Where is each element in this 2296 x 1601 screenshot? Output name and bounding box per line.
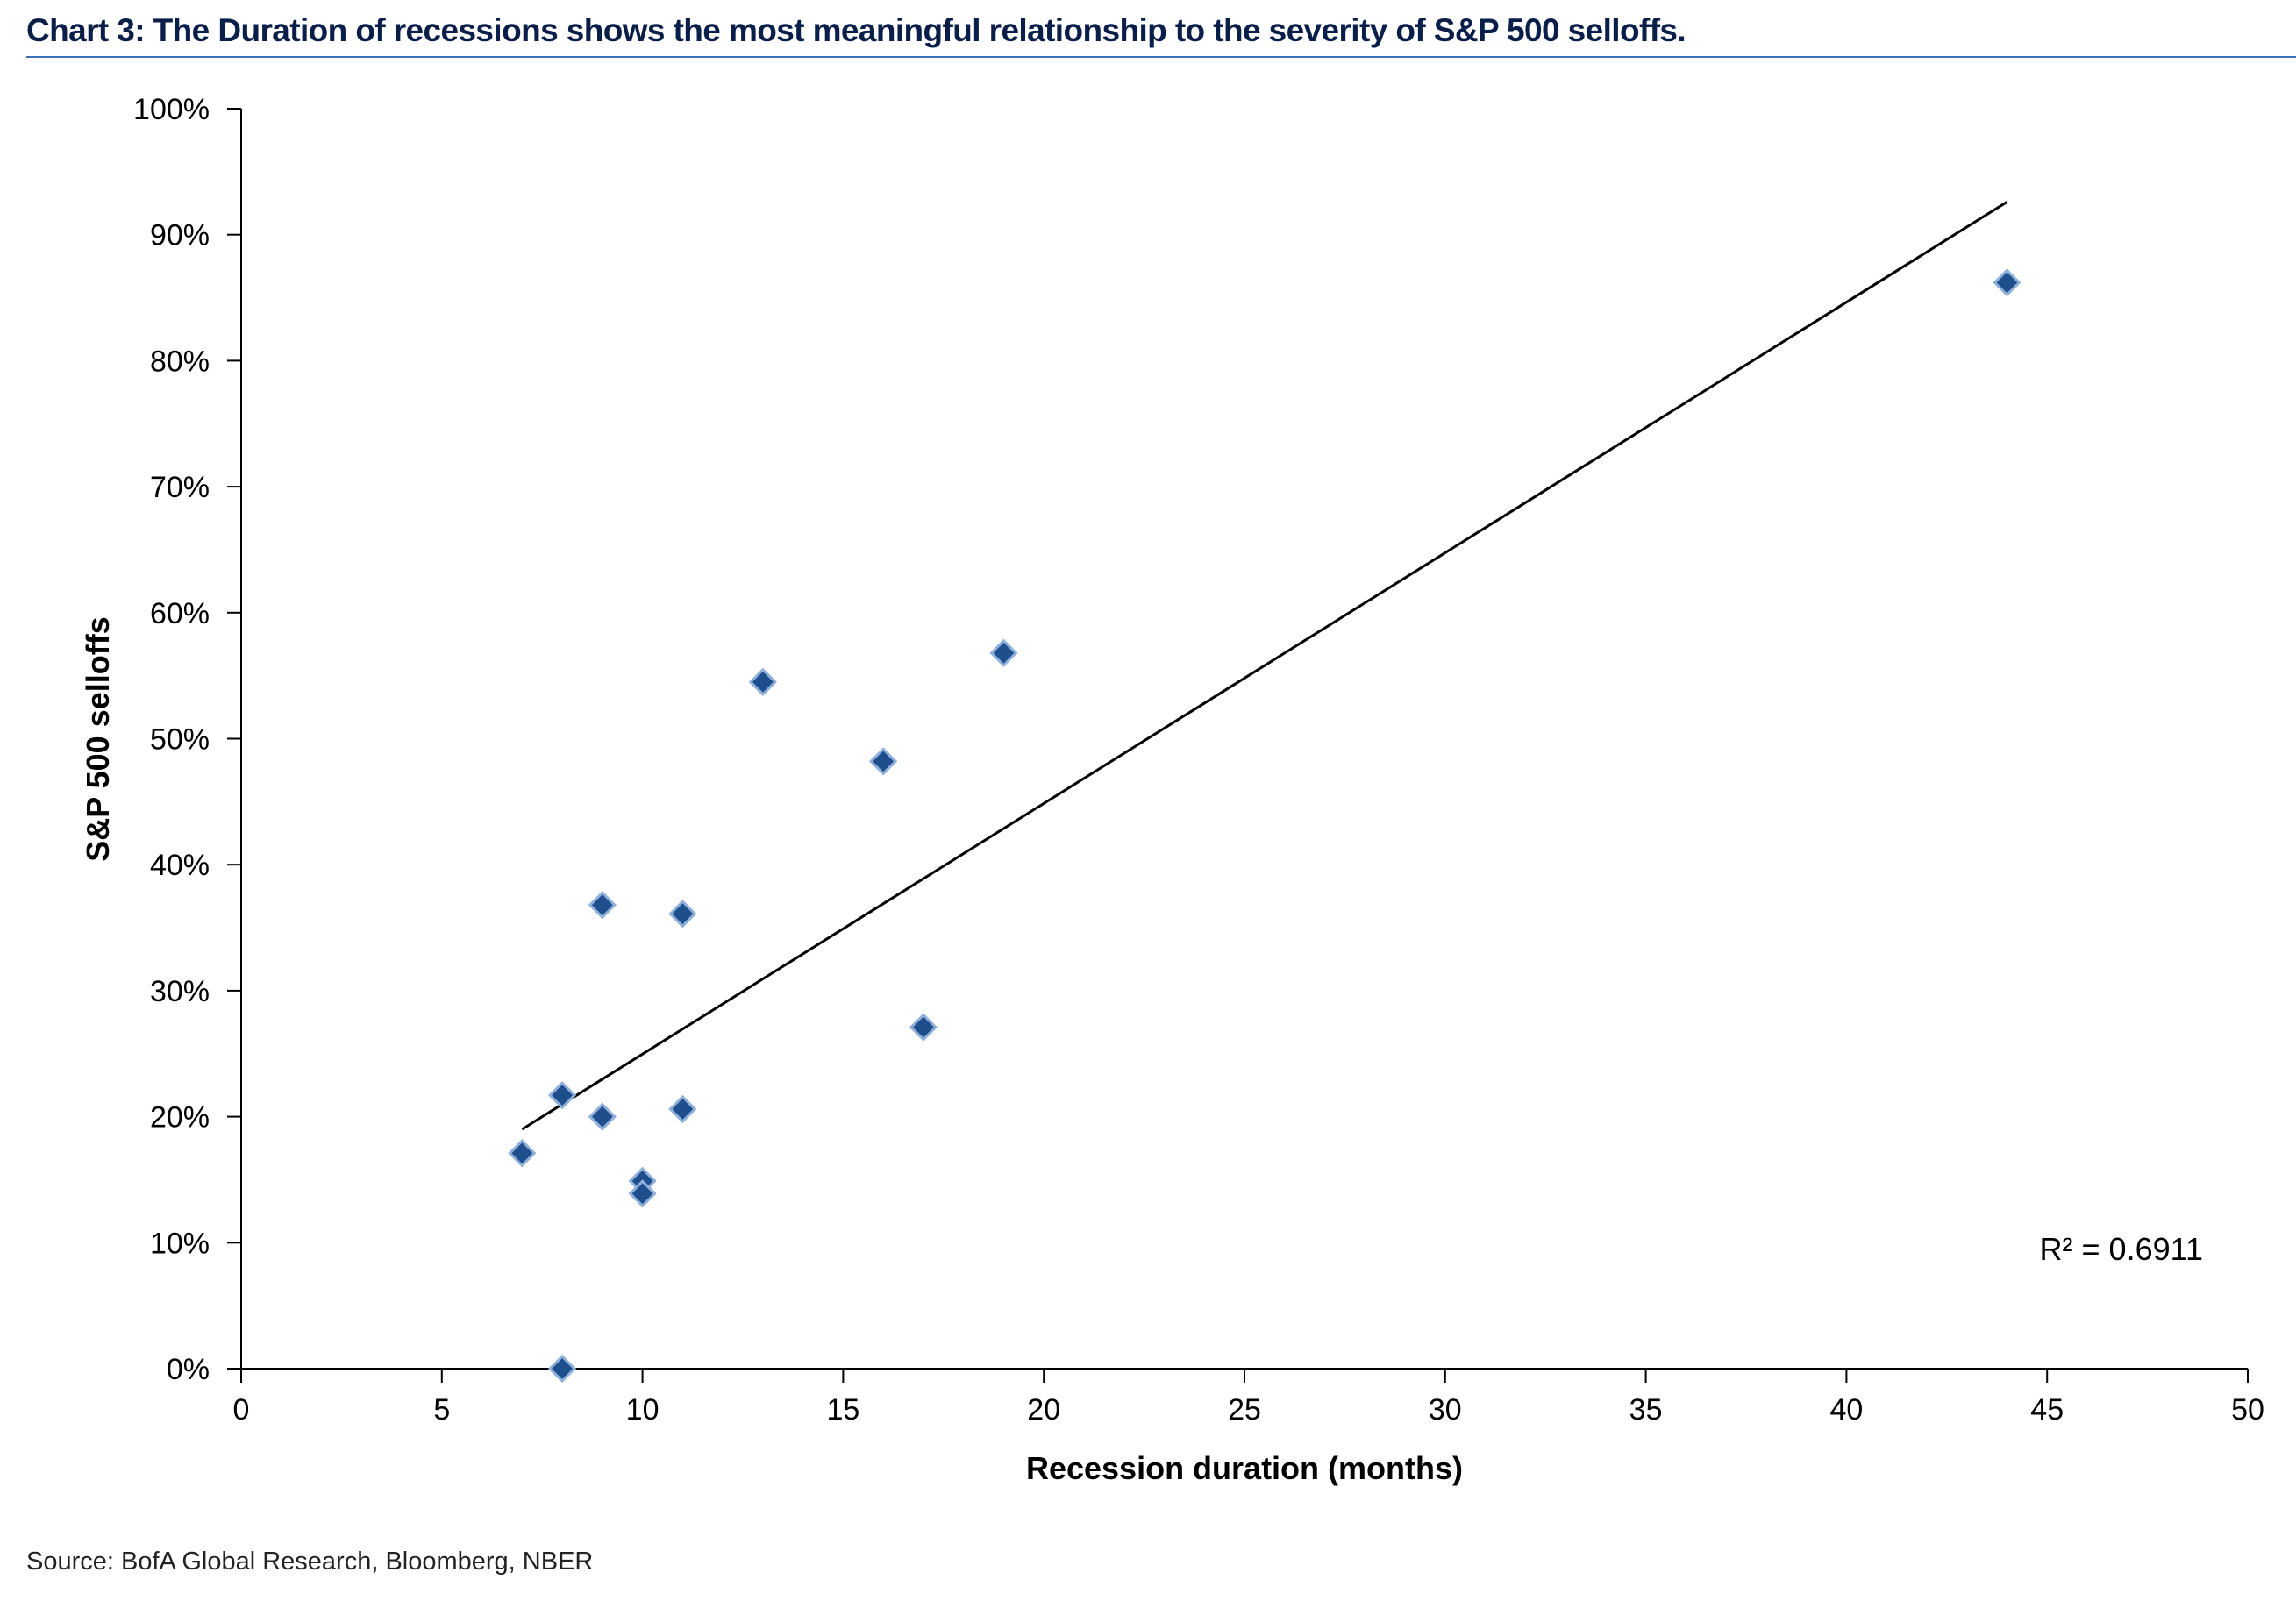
- x-tick-label: 50: [2231, 1393, 2264, 1427]
- data-point: [1993, 268, 2021, 297]
- x-tick-label: 40: [1829, 1393, 1863, 1427]
- r-squared-label: R² = 0.6911: [2040, 1231, 2203, 1267]
- y-tick-label: 90%: [150, 219, 210, 253]
- y-tick-label: 70%: [150, 471, 210, 504]
- x-tick-label: 10: [626, 1393, 660, 1427]
- data-point: [869, 747, 898, 776]
- x-tick-label: 45: [2030, 1393, 2064, 1427]
- x-axis-title: Recession duration (months): [1026, 1450, 1463, 1486]
- y-tick-label: 20%: [150, 1101, 210, 1135]
- y-tick-label: 80%: [150, 345, 210, 378]
- title-rule: [26, 56, 2296, 58]
- data-point: [909, 1013, 938, 1042]
- x-tick-label: 25: [1228, 1393, 1261, 1427]
- trendline: [521, 201, 2008, 1131]
- x-tick-label: 5: [433, 1393, 450, 1427]
- axes: [227, 108, 2249, 1383]
- y-tick-label: 30%: [150, 975, 210, 1008]
- y-tick-label: 60%: [150, 597, 210, 630]
- data-point: [547, 1354, 577, 1384]
- data-point: [588, 1102, 617, 1131]
- data-point: [668, 1094, 697, 1124]
- chart-title: Chart 3: The Duration of recessions show…: [26, 12, 1686, 48]
- data-point: [628, 1179, 657, 1208]
- y-axis-title: S&P 500 selloffs: [80, 616, 116, 861]
- data-point: [989, 638, 1018, 667]
- x-tick-label: 20: [1027, 1393, 1060, 1427]
- y-tick-label: 0%: [167, 1353, 210, 1386]
- data-point: [668, 900, 697, 929]
- y-tick-label: 100%: [133, 93, 210, 126]
- trendline-group: [521, 201, 2008, 1131]
- x-tick-label: 0: [233, 1393, 250, 1427]
- labels-group: 0% 10% 20% 30% 40% 50% 60% 70% 80% 90% 100% 0 5 10 15 2…: [80, 93, 2264, 1486]
- points-group: [508, 268, 2021, 1384]
- y-tick-label: 40%: [150, 849, 210, 882]
- data-point: [748, 667, 778, 696]
- data-point: [547, 1081, 577, 1110]
- data-point: [588, 891, 617, 920]
- x-tick-label: 15: [826, 1393, 859, 1427]
- y-tick-label: 50%: [150, 723, 210, 757]
- x-tick-label: 30: [1429, 1393, 1462, 1427]
- source-note: Source: BofA Global Research, Bloomberg,…: [26, 1548, 594, 1576]
- x-tick-label: 35: [1629, 1393, 1663, 1427]
- y-tick-label: 10%: [150, 1227, 210, 1260]
- data-point: [508, 1139, 537, 1168]
